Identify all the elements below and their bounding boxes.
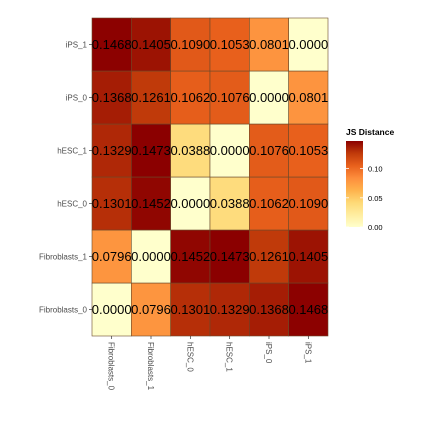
cell-value-label: 0.1405 [288, 249, 328, 264]
heatmap-cells [91, 17, 329, 337]
cell-value-label: 0.1405 [131, 37, 171, 52]
cell-value-label: 0.1329 [92, 143, 132, 158]
cell-value-label: 0.0801 [249, 37, 289, 52]
heatmap-cell [288, 282, 329, 337]
heatmap-cell [91, 229, 132, 284]
cell-value-label: 0.1368 [249, 302, 289, 317]
heatmap-cell [249, 123, 289, 178]
y-tick-label: hESC_1 [57, 147, 87, 156]
cell-value-label: 0.1468 [288, 302, 328, 317]
heatmap-cell [249, 282, 289, 337]
cell-value-label: 0.1076 [249, 143, 289, 158]
cell-value-label: 0.1090 [170, 37, 210, 52]
x-tick-label: Fibroblasts_0 [107, 342, 116, 391]
cell-value-label: 0.0000 [210, 143, 250, 158]
cell-value-label: 0.0801 [288, 90, 328, 105]
heatmap-cell [288, 70, 329, 125]
heatmap-cell [131, 282, 171, 337]
cell-value-label: 0.0000 [92, 302, 132, 317]
cell-value-label: 0.1368 [92, 90, 132, 105]
heatmap-cell [209, 17, 250, 72]
heatmap-cell [91, 70, 132, 125]
heatmap-cell-labels: 0.0000 0.0796 0.1301 0.1329 0.1368 0.14680.07… [92, 37, 328, 317]
cell-value-label: 0.0388 [210, 196, 250, 211]
x-tick-label: Fibroblasts_1 [146, 342, 155, 391]
cell-value-label: 0.1062 [170, 90, 210, 105]
cell-value-label: 0.0388 [170, 143, 210, 158]
x-tick-label: iPS_1 [303, 342, 312, 364]
cell-value-label: 0.1261 [131, 90, 171, 105]
cell-value-label: 0.1076 [210, 90, 250, 105]
legend-tick-label: 0.10 [368, 165, 383, 174]
legend-title: JS Distance [346, 127, 394, 137]
x-axis: Fibroblasts_0 Fibroblasts_1 hESC_0 hESC_1 iP… [107, 336, 312, 391]
cell-value-label: 0.0796 [131, 302, 171, 317]
cell-value-label: 0.1452 [131, 196, 171, 211]
cell-value-label: 0.1062 [249, 196, 289, 211]
cell-value-label: 0.1261 [249, 249, 289, 264]
heatmap-cell [131, 229, 171, 284]
y-axis: Fibroblasts_0 Fibroblasts_1 hESC_0 hESC_1 iP… [39, 41, 92, 315]
heatmap-cell [209, 70, 250, 125]
cell-value-label: 0.1090 [288, 196, 328, 211]
cell-value-label: 0.0000 [131, 249, 171, 264]
x-tick-label: hESC_1 [225, 342, 234, 372]
heatmap-cell [91, 282, 132, 337]
cell-value-label: 0.1468 [92, 37, 132, 52]
legend: JS Distance 0.00 0.05 0.10 [346, 127, 394, 232]
heatmap-cell [209, 282, 250, 337]
x-tick-label: hESC_0 [185, 342, 194, 372]
legend-ticks: 0.00 0.05 0.10 [346, 165, 383, 232]
heatmap-cell [91, 123, 132, 178]
cell-value-label: 0.1329 [210, 302, 250, 317]
cell-value-label: 0.0000 [170, 196, 210, 211]
cell-value-label: 0.1053 [210, 37, 250, 52]
heatmap-cell [288, 17, 329, 72]
heatmap-cell [91, 176, 132, 231]
cell-value-label: 0.1301 [92, 196, 132, 211]
heatmap-cell [131, 123, 171, 178]
legend-tick-label: 0.05 [368, 194, 383, 203]
cell-value-label: 0.0796 [92, 249, 132, 264]
cell-value-label: 0.1473 [210, 249, 250, 264]
heatmap-cell [249, 176, 289, 231]
legend-colorbar [346, 141, 363, 227]
heatmap-cell [170, 229, 211, 284]
cell-value-label: 0.0000 [288, 37, 328, 52]
heatmap-cell [288, 176, 329, 231]
heatmap-cell [209, 229, 250, 284]
heatmap-cell [288, 123, 329, 178]
heatmap-cell [170, 123, 211, 178]
heatmap-cell [209, 176, 250, 231]
cell-value-label: 0.1452 [170, 249, 210, 264]
heatmap-cell [91, 17, 132, 72]
cell-value-label: 0.1473 [131, 143, 171, 158]
heatmap-cell [249, 17, 289, 72]
heatmap-cell [288, 229, 329, 284]
y-tick-label: iPS_1 [66, 41, 88, 50]
cell-value-label: 0.1301 [170, 302, 210, 317]
legend-tick-label: 0.00 [368, 223, 383, 232]
y-tick-label: Fibroblasts_0 [39, 306, 88, 315]
heatmap-cell [249, 70, 289, 125]
y-tick-label: Fibroblasts_1 [39, 253, 88, 262]
heatmap-cell [170, 70, 211, 125]
y-tick-label: hESC_0 [57, 200, 87, 209]
cell-value-label: 0.0000 [249, 90, 289, 105]
y-tick-label: iPS_0 [66, 94, 88, 103]
cell-value-label: 0.1053 [288, 143, 328, 158]
x-tick-label: iPS_0 [264, 342, 273, 364]
